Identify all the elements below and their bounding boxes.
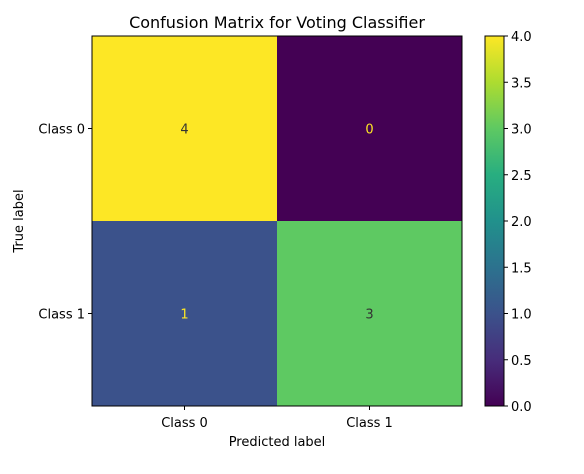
cell-0-1 [277,36,462,221]
cell-value-0-1: 0 [365,123,373,138]
cell-1-1 [277,221,462,406]
colorbar-tick-label: 1.5 [511,261,532,276]
x-tick-label: Class 0 [161,416,208,431]
colorbar-tick-label: 4.0 [511,30,532,45]
y-tick-label: Class 1 [38,308,85,323]
cell-value-1-1: 3 [365,308,373,323]
colorbar-tick-label: 2.0 [511,215,532,230]
x-axis-ticks: Class 0 Class 1 [161,406,393,431]
x-axis-label: Predicted label [229,435,326,450]
chart-title: Confusion Matrix for Voting Classifier [129,13,425,32]
x-tick-label: Class 1 [346,416,393,431]
colorbar-tick-label: 0.5 [511,354,532,369]
colorbar-tick-label: 3.5 [511,76,532,91]
colorbar-tick-label: 0.0 [511,400,532,415]
colorbar-tick-label: 1.0 [511,308,532,323]
cell-1-0 [92,221,277,406]
colorbar-tick-label: 2.5 [511,169,532,184]
colorbar-ticks: 0.0 0.5 1.0 1.5 2.0 2.5 3.0 3.5 4.0 [504,30,532,415]
plot-frame [91,35,463,407]
y-axis-label: True label [12,189,27,253]
colorbar [484,35,505,407]
cell-0-0 [92,36,277,221]
cell-value-1-0: 1 [180,308,188,323]
y-tick-label: Class 0 [38,123,85,138]
y-axis-ticks: Class 0 Class 1 [38,123,92,323]
matrix-cells: 4 0 1 3 [92,36,462,406]
colorbar-tick-label: 3.0 [511,123,532,138]
cell-value-0-0: 4 [180,123,188,138]
